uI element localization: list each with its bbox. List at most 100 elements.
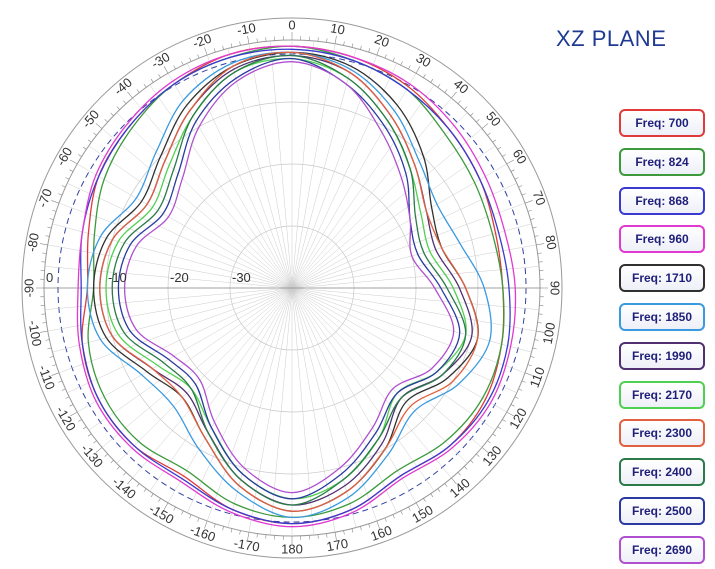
grid-spoke xyxy=(132,287,293,479)
ring-tick xyxy=(343,41,345,46)
series-group xyxy=(76,45,517,528)
ring-tick xyxy=(537,322,542,324)
ring-tick xyxy=(173,506,176,511)
ring-tick xyxy=(65,396,70,399)
angle-tick-label: -110 xyxy=(35,363,58,392)
grid-spoke xyxy=(291,287,483,448)
angle-tick-label: 180 xyxy=(281,541,303,556)
angle-tick-label: -60 xyxy=(53,145,75,169)
ring-tick xyxy=(163,502,169,510)
ring-tick xyxy=(213,523,216,528)
grid-spoke xyxy=(77,163,293,289)
ring-tick xyxy=(423,74,426,78)
angle-tick-label: -10 xyxy=(236,20,257,38)
ring-tick xyxy=(334,532,337,541)
ring-tick xyxy=(532,226,537,229)
ring-tick xyxy=(110,460,114,464)
ring-tick xyxy=(376,520,380,529)
grid-spoke xyxy=(291,287,517,394)
ring-tick xyxy=(104,119,108,123)
grid-spoke xyxy=(52,223,293,289)
ring-tick xyxy=(392,514,395,519)
angle-tick-label: 170 xyxy=(325,536,349,555)
grid-spoke xyxy=(132,97,293,289)
legend-item: Freq: 1710 xyxy=(619,264,705,293)
radial-tick-label: -30 xyxy=(232,270,251,285)
ring-tick xyxy=(476,119,480,123)
ring-tick xyxy=(536,330,545,333)
grid-spoke xyxy=(248,43,293,289)
ring-tick xyxy=(481,123,489,129)
grid-spoke xyxy=(291,73,417,289)
polar-chart: 0 102030405060708090100110120130140150160… xyxy=(21,17,563,559)
angle-tick-label: -70 xyxy=(35,187,56,210)
ring-tick xyxy=(230,43,233,48)
ring-tick xyxy=(437,488,441,493)
series-line xyxy=(105,57,467,500)
ring-tick xyxy=(408,506,411,511)
ring-tick xyxy=(326,38,328,43)
ring-tick xyxy=(51,200,60,204)
ring-tick xyxy=(104,453,108,457)
radial-tick-label: 0 xyxy=(46,270,53,285)
series-line xyxy=(76,45,517,528)
grid-spoke xyxy=(291,244,537,289)
ring-tick xyxy=(163,66,169,74)
grid-spoke xyxy=(67,287,293,394)
grid-spoke xyxy=(101,287,293,448)
ring-tick xyxy=(127,91,133,99)
ring-tick xyxy=(514,177,519,180)
grid-spoke xyxy=(291,84,435,289)
angle-tick-label: 160 xyxy=(368,522,394,544)
ring-tick xyxy=(415,502,421,510)
ring-tick xyxy=(351,528,354,533)
ring-tick xyxy=(65,177,70,180)
angle-tick-label: -50 xyxy=(79,107,103,131)
ring-tick xyxy=(61,388,66,391)
grid-spoke xyxy=(186,287,293,513)
ring-tick xyxy=(239,41,241,46)
ring-tick xyxy=(430,493,434,498)
grid-spoke xyxy=(58,287,293,374)
ring-tick xyxy=(93,440,97,444)
grid-spoke xyxy=(167,287,293,503)
ring-tick xyxy=(451,477,457,485)
ring-tick xyxy=(530,218,535,220)
angle-tick-label: -170 xyxy=(233,535,261,554)
ring-tick xyxy=(204,520,208,529)
chart-title: XZ PLANE xyxy=(556,26,667,51)
ring-tick xyxy=(518,388,523,391)
ring-tick xyxy=(481,447,489,453)
ring-tick xyxy=(384,54,387,59)
ring-tick xyxy=(45,235,50,237)
ring-tick xyxy=(222,526,224,531)
angle-tick-label: -90 xyxy=(21,279,36,298)
grid-spoke xyxy=(291,287,540,310)
ring-tick xyxy=(256,38,258,43)
grid-spoke xyxy=(291,287,435,492)
ring-tick xyxy=(514,396,519,399)
ring-tick xyxy=(58,380,63,383)
grid-spoke xyxy=(206,287,293,522)
grid-spoke xyxy=(291,287,357,528)
grid-spoke xyxy=(291,112,468,289)
angle-tick-label: -140 xyxy=(109,474,139,502)
ring-tick xyxy=(360,526,362,531)
ring-tick xyxy=(368,48,371,53)
ring-tick xyxy=(95,447,103,453)
ring-tick xyxy=(181,510,184,515)
ring-tick xyxy=(78,154,82,157)
series-line xyxy=(99,51,479,512)
ring-tick xyxy=(222,45,224,50)
ring-tick xyxy=(197,517,200,522)
ring-tick xyxy=(470,112,474,116)
ring-tick xyxy=(49,218,54,220)
grid-spoke xyxy=(291,48,357,289)
grid-spoke xyxy=(291,287,532,353)
ring-tick xyxy=(400,61,403,66)
ring-tick xyxy=(334,35,337,44)
ring-tick xyxy=(444,89,448,93)
grid-spoke xyxy=(291,287,468,464)
ring-tick xyxy=(527,209,532,212)
ring-tick xyxy=(189,57,192,62)
